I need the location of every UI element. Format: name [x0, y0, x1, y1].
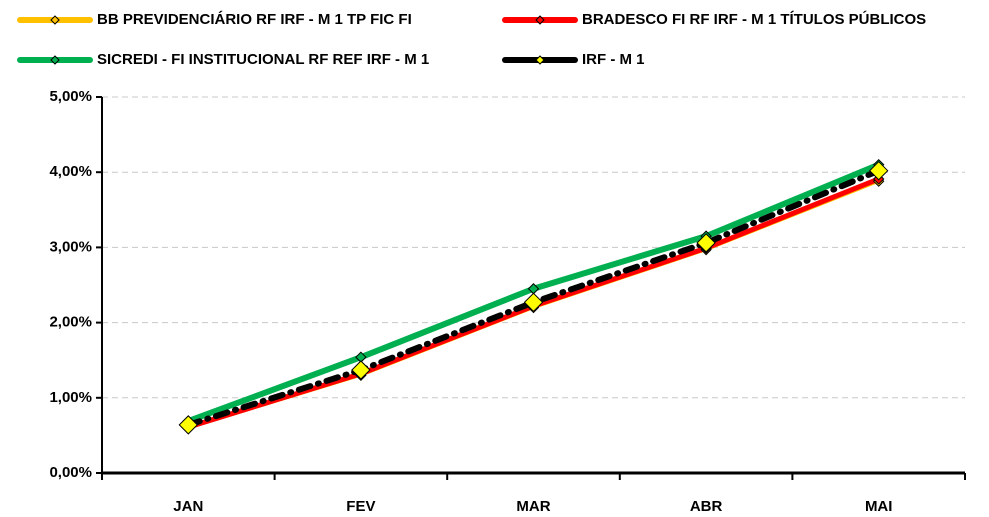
- x-tick-label: ABR: [690, 498, 723, 515]
- x-tick-label: MAR: [516, 498, 550, 515]
- y-tick-label: 0,00%: [49, 464, 92, 481]
- y-tick-label: 4,00%: [49, 163, 92, 180]
- y-tick-label: 2,00%: [49, 314, 92, 331]
- data-marker: [178, 415, 199, 435]
- data-marker: [523, 292, 544, 313]
- data-marker: [868, 160, 889, 181]
- legend-marker: [535, 55, 545, 65]
- legend-label: BB PREVIDENCIÁRIO RF IRF - M 1 TP FIC FI: [97, 11, 412, 28]
- data-marker: [696, 233, 716, 253]
- data-marker: [351, 360, 371, 380]
- x-tick-label: MAI: [865, 498, 893, 515]
- legend-label: IRF - M 1: [582, 51, 645, 68]
- legend-marker: [50, 15, 60, 25]
- x-tick-label: FEV: [346, 498, 375, 515]
- y-tick-label: 1,00%: [49, 389, 92, 406]
- y-tick-label: 3,00%: [49, 238, 92, 255]
- legend-marker: [535, 15, 545, 25]
- y-tick-label: 5,00%: [49, 88, 92, 105]
- legend-label: BRADESCO FI RF IRF - M 1 TÍTULOS PÚBLICO…: [582, 10, 926, 28]
- legend-marker: [50, 55, 60, 65]
- x-tick-label: JAN: [173, 498, 203, 515]
- legend-label: SICREDI - FI INSTITUCIONAL RF REF IRF - …: [97, 51, 429, 68]
